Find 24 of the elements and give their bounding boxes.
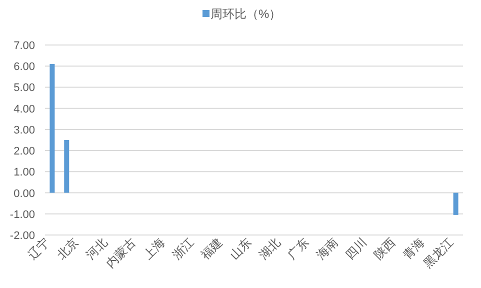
y-tick-label: 2.00 (14, 146, 35, 158)
x-tick-label: 北京 (54, 235, 82, 262)
x-tick-label: 广东 (284, 235, 312, 262)
y-tick-label: 0.00 (14, 188, 35, 200)
legend-label: 周环比（%） (210, 7, 282, 21)
x-tick-label: 湖北 (256, 235, 283, 262)
x-tick-label: 浙江 (170, 235, 196, 262)
y-tick-label: -1.00 (10, 208, 35, 221)
y-tick-label: -2.00 (10, 230, 35, 242)
bar (453, 192, 458, 215)
y-tick-label: 6.00 (14, 61, 35, 74)
y-tick-label: 1.00 (14, 166, 35, 179)
x-tick-label: 山东 (227, 235, 254, 262)
y-tick-label: 3.00 (14, 124, 35, 136)
y-tick-label: 7.00 (14, 40, 35, 52)
x-tick-label: 福建 (198, 235, 226, 262)
bar (50, 64, 55, 193)
y-tick-label: 5.00 (14, 82, 35, 94)
y-tick-label: 4.00 (14, 103, 35, 116)
x-tick-label: 陕西 (371, 235, 398, 262)
x-tick-label: 海南 (314, 235, 341, 262)
x-tick-label: 四川 (342, 235, 370, 262)
x-tick-label: 上海 (140, 235, 168, 262)
bar (64, 140, 70, 193)
